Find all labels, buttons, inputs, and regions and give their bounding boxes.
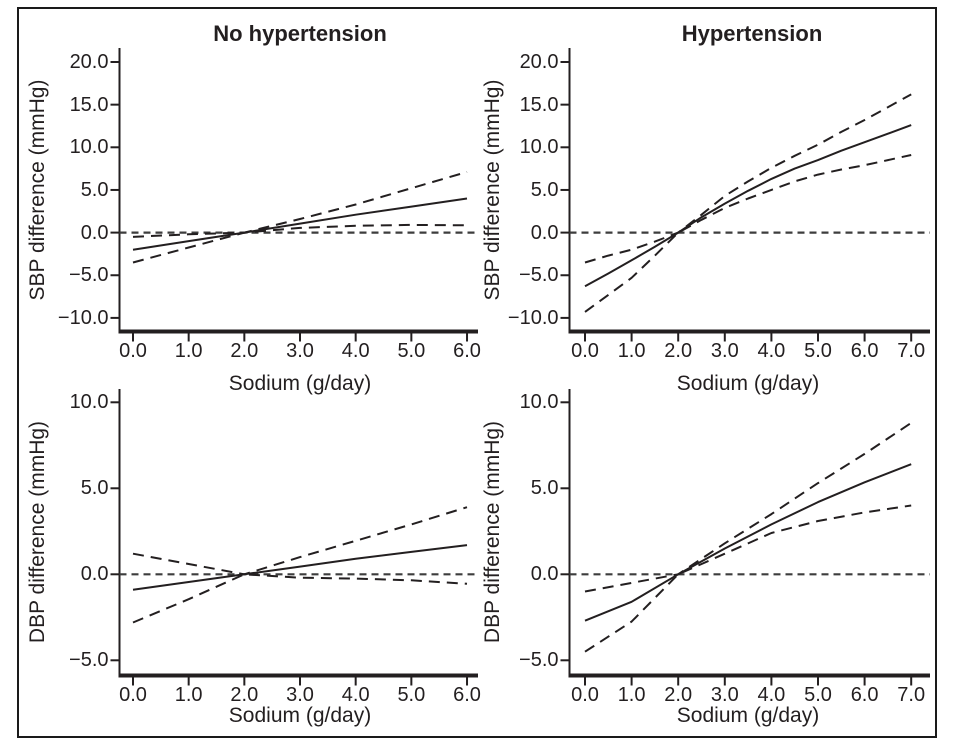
sbp-hypertension-x-tick-label: 0.0 (571, 339, 599, 362)
sbp-hypertension-lower-95ci-line (584, 154, 912, 313)
y-axis-label-dbp-no-hypertension: DBP difference (mmHg) (26, 420, 49, 644)
sbp-no-hypertension-x-tick-label: 2.0 (230, 339, 259, 362)
sbp-no-hypertension-x-tick-label: 5.0 (397, 339, 426, 362)
sbp-no-hypertension-y-tick-label: 0.0 (80, 221, 109, 244)
panel-title-no-hypertension: No hypertension (213, 21, 387, 46)
dbp-hypertension-y-tick-label: 0.0 (530, 563, 559, 586)
sbp-hypertension-y-tick-label: 0.0 (530, 221, 559, 244)
sbp-hypertension-x-tick-label: 2.0 (664, 339, 693, 362)
sbp-no-hypertension-x-tick-label: 0.0 (119, 339, 147, 362)
dbp-hypertension-lower-95ci-line (584, 504, 912, 653)
dbp-no-hypertension-y-tick-label: 5.0 (80, 477, 109, 500)
dbp-hypertension-x-tick-label: 0.0 (571, 684, 599, 706)
dbp-hypertension-upper-95ci-line (584, 422, 912, 593)
dbp-hypertension-x-tick-label: 6.0 (850, 684, 879, 706)
dbp-no-hypertension-x-tick-label: 1.0 (174, 684, 203, 706)
sbp-hypertension-y-tick-label: 15.0 (519, 93, 559, 116)
x-axis-label-bottom-left: Sodium (g/day) (228, 704, 372, 727)
sbp-hypertension-y-tick-label: 10.0 (519, 136, 559, 159)
sbp-no-hypertension-y-tick-label: −10.0 (57, 306, 109, 329)
dbp-hypertension-y-tick-label: 10.0 (519, 391, 559, 414)
dbp-hypertension-y-tick-label: −5.0 (519, 649, 559, 672)
dbp-hypertension-x-tick-label: 3.0 (710, 684, 739, 706)
sbp-hypertension-y-tick-label: 5.0 (530, 178, 559, 201)
dbp-no-hypertension-x-tick-label: 6.0 (453, 684, 481, 706)
sbp-hypertension-y-tick-label: −10.0 (507, 306, 559, 329)
sbp-hypertension-estimate-line (584, 124, 912, 288)
panel-title-hypertension: Hypertension (681, 21, 823, 46)
sbp-no-hypertension-lower-95ci-line (132, 223, 468, 264)
x-axis-label-top-right: Sodium (g/day) (676, 372, 820, 395)
dbp-no-hypertension-upper-95ci-line (132, 506, 468, 576)
sbp-hypertension-x-tick-label: 4.0 (757, 339, 786, 362)
sbp-no-hypertension-y-tick-label: 15.0 (69, 93, 109, 116)
dbp-hypertension-x-tick-label: 1.0 (617, 684, 646, 706)
dbp-no-hypertension-x-tick-label: 4.0 (341, 684, 370, 706)
dbp-hypertension-x-tick-label: 2.0 (664, 684, 693, 706)
sbp-hypertension-upper-95ci-line (584, 93, 912, 264)
sbp-hypertension-x-tick-label: 1.0 (617, 339, 646, 362)
sbp-no-hypertension-upper-95ci-line (132, 171, 468, 238)
dbp-hypertension-y-tick-label: 5.0 (530, 477, 559, 500)
sbp-no-hypertension-x-tick-label: 6.0 (453, 339, 481, 362)
dbp-no-hypertension-y-tick-label: −5.0 (69, 649, 109, 672)
dbp-no-hypertension-lower-95ci-line (132, 573, 468, 624)
sbp-no-hypertension-y-tick-label: 20.0 (69, 51, 109, 73)
sbp-no-hypertension-estimate-line (132, 197, 468, 251)
sbp-hypertension-x-tick-label: 3.0 (710, 339, 739, 362)
y-axis-label-dbp-hypertension: DBP difference (mmHg) (481, 420, 504, 644)
figure-border (17, 7, 937, 738)
dbp-hypertension-x-tick-label: 4.0 (757, 684, 786, 706)
sbp-hypertension-y-tick-label: −5.0 (519, 264, 559, 287)
dbp-no-hypertension-x-tick-label: 5.0 (397, 684, 426, 706)
x-axis-label-top-left: Sodium (g/day) (228, 372, 372, 395)
dbp-no-hypertension-x-tick-label: 0.0 (119, 684, 147, 706)
dbp-hypertension-x-tick-label: 5.0 (804, 684, 832, 706)
dbp-hypertension-x-tick-label: 7.0 (897, 684, 926, 706)
sbp-hypertension-x-tick-label: 5.0 (804, 339, 832, 362)
sbp-hypertension-x-tick-label: 7.0 (897, 339, 926, 362)
sbp-no-hypertension-y-tick-label: 10.0 (69, 136, 109, 159)
dbp-hypertension-estimate-line (584, 463, 912, 622)
sbp-no-hypertension-y-tick-label: 5.0 (80, 178, 109, 201)
sbp-no-hypertension-x-tick-label: 1.0 (174, 339, 203, 362)
x-axis-label-bottom-right: Sodium (g/day) (676, 704, 820, 727)
sbp-no-hypertension-x-tick-label: 3.0 (286, 339, 314, 362)
dbp-no-hypertension-x-tick-label: 3.0 (286, 684, 314, 706)
dbp-no-hypertension-estimate-line (132, 544, 468, 591)
sbp-no-hypertension-x-tick-label: 4.0 (341, 339, 370, 362)
sbp-no-hypertension-y-tick-label: −5.0 (69, 264, 109, 287)
dbp-no-hypertension-y-tick-label: 10.0 (69, 391, 109, 414)
sbp-hypertension-x-tick-label: 6.0 (850, 339, 879, 362)
dbp-no-hypertension-y-tick-label: 0.0 (80, 563, 109, 586)
dbp-no-hypertension-x-tick-label: 2.0 (230, 684, 259, 706)
sbp-hypertension-y-tick-label: 20.0 (519, 51, 559, 73)
